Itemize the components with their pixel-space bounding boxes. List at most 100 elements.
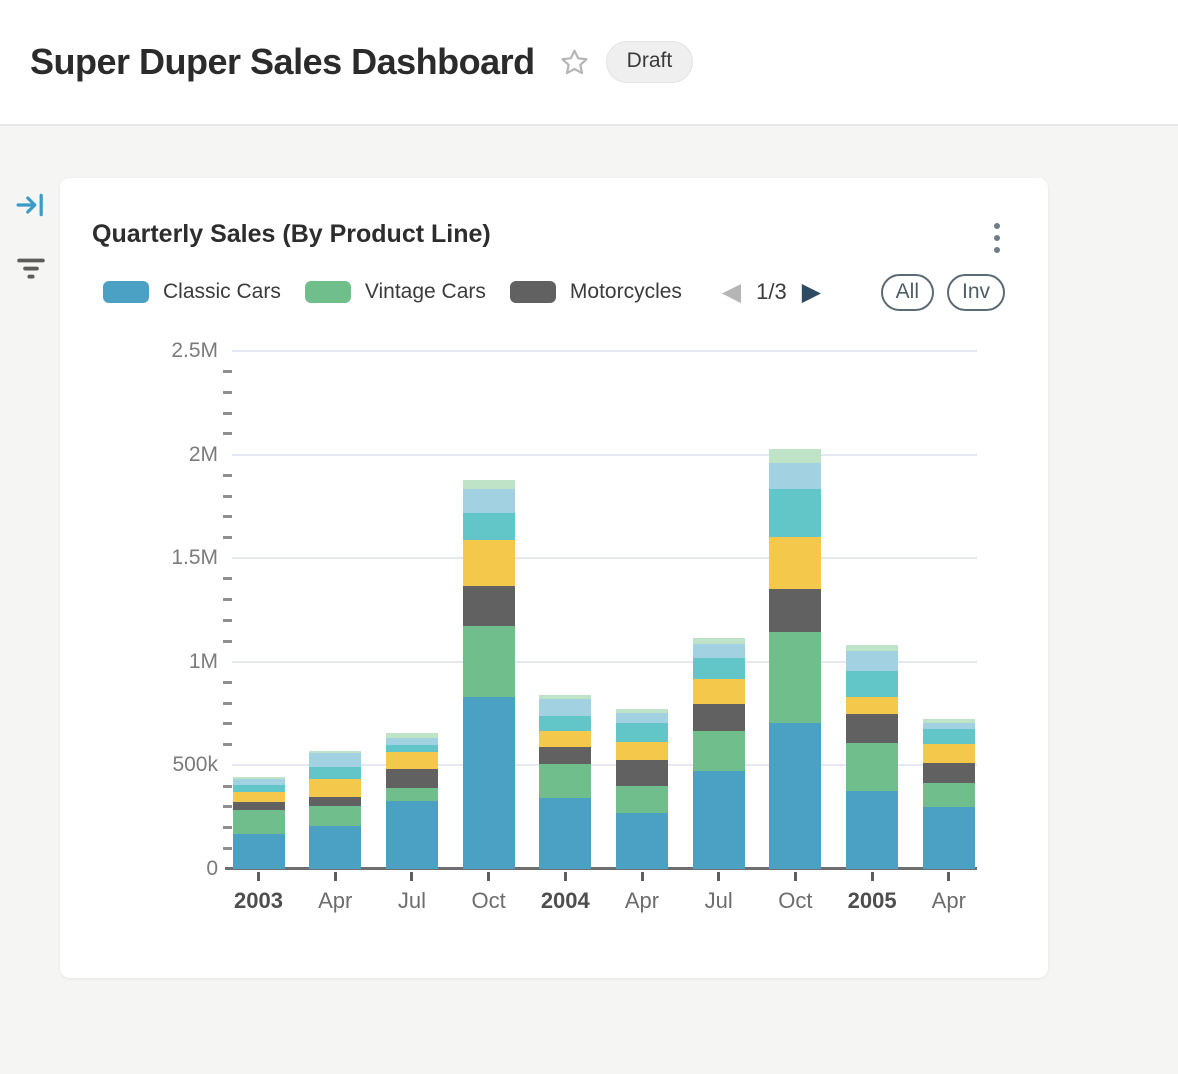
bar-segment[interactable] [462, 539, 515, 586]
bar-segment[interactable] [616, 785, 668, 814]
stacked-bar-apr-9[interactable] [922, 351, 975, 869]
bar-segment[interactable] [309, 767, 362, 779]
bar-segment[interactable] [616, 713, 668, 724]
chart-title: Quarterly Sales (By Product Line) [92, 220, 491, 248]
bar-segment[interactable] [922, 719, 975, 724]
stacked-bar-jul-6[interactable] [692, 351, 745, 869]
bar-segment[interactable] [539, 746, 592, 765]
bar-segment[interactable] [922, 782, 975, 807]
legend-all-button[interactable]: All [880, 273, 934, 311]
bar-segment[interactable] [462, 625, 515, 697]
stacked-bar-apr-5[interactable] [616, 351, 668, 869]
stacked-bar-2003-0[interactable] [232, 351, 285, 869]
bar-segment[interactable] [232, 809, 285, 834]
bar-segment[interactable] [232, 802, 285, 810]
bar-segment[interactable] [922, 806, 975, 869]
bar-segment[interactable] [539, 730, 592, 747]
bar-segment[interactable] [769, 489, 822, 537]
bar-segment[interactable] [385, 751, 438, 770]
bar-segment[interactable] [232, 778, 285, 785]
bar-segment[interactable] [539, 798, 592, 869]
bar-segment[interactable] [616, 760, 668, 786]
bar-segment[interactable] [539, 716, 592, 731]
legend-item-vintage-cars[interactable]: Vintage Cars [304, 280, 486, 304]
bar-segment[interactable] [769, 536, 822, 590]
bar-segment[interactable] [692, 704, 745, 732]
bar-segment[interactable] [769, 589, 822, 632]
bar-segment[interactable] [232, 776, 285, 779]
bar-segment[interactable] [846, 645, 899, 652]
legend-next-icon[interactable]: ▶ [801, 277, 821, 306]
bar-segment[interactable] [922, 723, 975, 730]
bar-segment[interactable] [309, 752, 362, 768]
legend-inv-button[interactable]: Inv [946, 273, 1005, 311]
y-axis-minor-tick [223, 535, 232, 539]
legend-prev-icon[interactable]: ◀ [721, 277, 742, 306]
bar-segment[interactable] [309, 778, 362, 798]
x-axis-tick [333, 872, 337, 881]
bar-segment[interactable] [616, 709, 668, 714]
filter-icon[interactable] [12, 249, 50, 290]
stacked-bar-oct-3[interactable] [462, 351, 515, 869]
bar-segment[interactable] [539, 699, 592, 717]
bar-segment[interactable] [922, 744, 975, 764]
bar-segment[interactable] [846, 670, 899, 697]
stacked-bar-2005-8[interactable] [846, 351, 899, 869]
bar-segment[interactable] [232, 792, 285, 803]
expand-panel-icon[interactable] [12, 186, 50, 227]
bar-segment[interactable] [692, 771, 745, 869]
bar-segment[interactable] [309, 805, 362, 826]
favorite-star-icon[interactable] [559, 47, 590, 78]
bar-segment[interactable] [462, 489, 515, 513]
bar-segment[interactable] [769, 449, 822, 463]
bar-segment[interactable] [385, 733, 438, 739]
bar-segment[interactable] [769, 462, 822, 490]
bar-segment[interactable] [385, 788, 438, 802]
bar-segment[interactable] [309, 825, 362, 869]
bar-segment[interactable] [385, 801, 438, 869]
bar-segment[interactable] [922, 763, 975, 783]
legend-item-motorcycles[interactable]: Motorcycles [509, 280, 682, 304]
stacked-bar-oct-7[interactable] [769, 351, 822, 869]
bar-segment[interactable] [462, 696, 515, 869]
bar-segment[interactable] [692, 658, 745, 680]
bar-segment[interactable] [309, 797, 362, 806]
bar-segment[interactable] [846, 790, 899, 869]
bar-segment[interactable] [616, 813, 668, 869]
bar-segment[interactable] [539, 764, 592, 799]
legend-item-label: Motorcycles [569, 280, 682, 303]
stacked-bar-2004-4[interactable] [539, 351, 592, 869]
legend-pager: ◀ 1/3 ▶ [720, 279, 823, 305]
bar-segment[interactable] [616, 741, 668, 761]
x-axis-tick [870, 872, 874, 881]
stacked-bar-apr-1[interactable] [309, 351, 362, 869]
bar-segment[interactable] [692, 637, 745, 645]
bar-segment[interactable] [846, 651, 899, 671]
bar-segment[interactable] [232, 833, 285, 869]
legend-item-classic-cars[interactable]: Classic Cars [103, 280, 281, 304]
y-axis-tick-label: 2.5M [171, 339, 218, 362]
bar-segment[interactable] [385, 745, 438, 752]
bar-segment[interactable] [462, 512, 515, 540]
bar-segment[interactable] [462, 585, 515, 626]
bar-segment[interactable] [846, 696, 899, 715]
bar-segment[interactable] [462, 480, 515, 490]
bar-segment[interactable] [385, 769, 438, 789]
bar-segment[interactable] [769, 631, 822, 724]
bar-segment[interactable] [922, 729, 975, 745]
kebab-menu-icon[interactable] [984, 220, 1010, 256]
bar-segment[interactable] [692, 731, 745, 771]
bar-segment[interactable] [692, 679, 745, 705]
bar-segment[interactable] [846, 742, 899, 791]
bar-segment[interactable] [846, 714, 899, 743]
bar-segment[interactable] [616, 723, 668, 742]
bar-segment[interactable] [769, 723, 822, 869]
stacked-bar-jul-2[interactable] [385, 351, 438, 869]
bar-segment[interactable] [692, 644, 745, 659]
left-icon-rail [12, 186, 52, 290]
bar-segment[interactable] [309, 750, 362, 753]
bar-segment[interactable] [232, 784, 285, 793]
bar-segment[interactable] [539, 694, 592, 700]
bar-segment[interactable] [385, 738, 438, 746]
legend-color-chip [304, 281, 351, 303]
